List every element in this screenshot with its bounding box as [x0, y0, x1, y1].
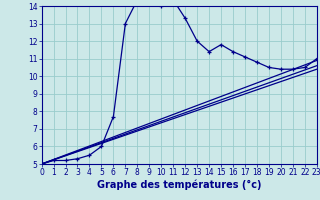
X-axis label: Graphe des températures (°c): Graphe des températures (°c) — [97, 180, 261, 190]
